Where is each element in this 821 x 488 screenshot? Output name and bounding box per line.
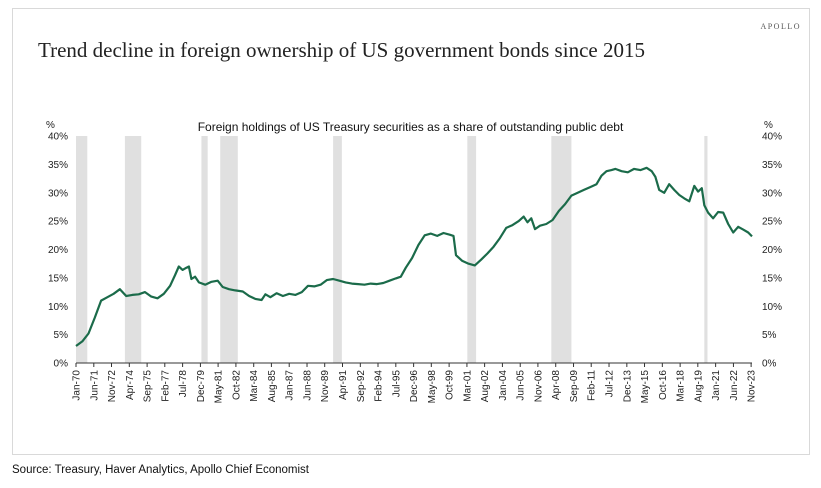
y-tick-right-6: 30% (762, 188, 782, 199)
y-tick-right-2: 10% (762, 302, 782, 313)
x-tick-label-26: Nov-06 (533, 370, 544, 403)
recession-band-5 (467, 136, 477, 363)
y-tick-left-6: 30% (48, 188, 68, 199)
x-tick-label-31: Dec-13 (622, 370, 633, 403)
y-tick-right-5: 25% (762, 217, 782, 228)
series-line-0 (75, 166, 753, 347)
x-tick-label-9: Oct-82 (231, 370, 242, 400)
y-tick-right-0: 0% (762, 359, 777, 370)
x-tick-label-38: Nov-23 (747, 370, 758, 403)
y-tick-left-0: 0% (54, 359, 69, 370)
series-lines (75, 166, 753, 347)
recession-band-6 (551, 136, 572, 363)
chart-frame (12, 8, 810, 455)
x-tick-label-23: Aug-02 (480, 370, 491, 403)
x-tick-label-28: Sep-09 (569, 370, 580, 403)
x-tick-label-10: Mar-84 (249, 370, 260, 402)
x-tick-label-29: Feb-11 (587, 370, 598, 401)
recession-band-2 (201, 136, 208, 363)
y-tick-left-2: 10% (48, 302, 68, 313)
x-tick-label-33: Oct-16 (658, 370, 669, 400)
x-tick-label-17: Feb-94 (374, 370, 385, 402)
brand-logo-text: APOLLO (760, 22, 801, 31)
y-axis-right-unit: % (764, 120, 773, 131)
x-tick-label-1: Jun-71 (89, 370, 100, 401)
y-tick-left-4: 20% (48, 245, 68, 256)
x-tick-label-19: Dec-96 (409, 370, 420, 403)
x-tick-label-2: Nov-72 (107, 370, 118, 403)
x-tick-label-15: Apr-91 (338, 370, 349, 400)
recession-bands (76, 136, 708, 363)
x-tick-label-25: Jun-05 (516, 370, 527, 401)
y-axis-left: 0% 5% 10% 15% 20% 25% 30% 35% 40% (48, 132, 68, 370)
x-tick-label-30: Jul-12 (605, 370, 616, 398)
x-tick-label-8: May-81 (214, 370, 225, 404)
x-tick-label-35: Aug-19 (693, 370, 704, 403)
recession-band-1 (124, 136, 142, 363)
x-tick-label-36: Jan-21 (711, 370, 722, 401)
y-tick-left-8: 40% (48, 132, 68, 143)
x-tick-label-13: Jun-88 (303, 370, 314, 401)
x-tick-label-14: Nov-89 (320, 370, 331, 403)
x-tick-label-22: Mar-01 (462, 370, 473, 402)
recession-band-7 (704, 136, 708, 363)
x-tick-label-11: Aug-85 (267, 370, 278, 403)
x-axis: Jan-70 Jun-71 Nov-72 Apr-74 Sep-75 Feb-77 Jul-… (72, 362, 758, 404)
y-tick-left-5: 25% (48, 217, 68, 228)
x-tick-label-7: Dec-79 (196, 370, 207, 403)
source-note: Source: Treasury, Haver Analytics, Apoll… (12, 464, 310, 476)
x-tick-label-37: Jun-22 (729, 370, 740, 401)
y-tick-right-3: 15% (762, 273, 782, 284)
x-tick-label-21: Oct-99 (445, 370, 456, 400)
y-tick-right-1: 5% (762, 330, 777, 341)
x-tick-label-12: Jan-87 (285, 370, 296, 401)
y-tick-left-1: 5% (54, 330, 69, 341)
recession-band-3 (220, 136, 238, 363)
x-tick-label-16: Sep-92 (356, 370, 367, 403)
y-tick-right-8: 40% (762, 132, 782, 143)
x-tick-label-20: May-98 (427, 370, 438, 404)
x-tick-label-3: Apr-74 (125, 370, 136, 400)
x-tick-label-18: Jul-95 (391, 370, 402, 398)
page-title: Trend decline in foreign ownership of US… (38, 38, 645, 62)
recession-band-4 (333, 136, 342, 363)
chart-subtitle: Foreign holdings of US Treasury securiti… (197, 120, 624, 134)
y-tick-right-7: 35% (762, 160, 782, 171)
x-tick-label-34: Mar-18 (676, 370, 687, 402)
x-tick-label-0: Jan-70 (72, 370, 83, 401)
x-tick-label-4: Sep-75 (143, 370, 154, 403)
x-tick-label-27: Apr-08 (551, 370, 562, 400)
y-tick-right-4: 20% (762, 245, 782, 256)
y-axis-left-unit: % (46, 120, 55, 131)
x-tick-label-24: Jan-04 (498, 370, 509, 401)
recession-band-0 (76, 136, 88, 363)
y-axis-right: 0% 5% 10% 15% 20% 25% 30% 35% 40% (762, 132, 782, 370)
y-tick-left-3: 15% (48, 273, 68, 284)
x-tick-label-32: May-15 (640, 370, 651, 404)
x-tick-label-5: Feb-77 (160, 370, 171, 402)
y-tick-left-7: 35% (48, 160, 68, 171)
x-tick-label-6: Jul-78 (178, 370, 189, 398)
